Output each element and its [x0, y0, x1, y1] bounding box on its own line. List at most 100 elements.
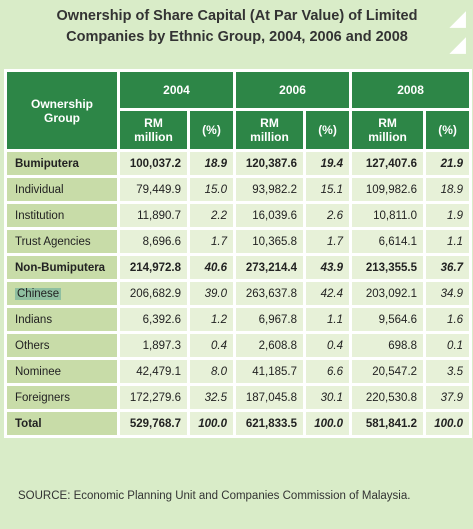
percent-value: 2.6	[303, 201, 353, 230]
percent-value: 18.9	[423, 175, 473, 204]
percent-value: 1.2	[186, 305, 237, 334]
corner-decoration: ◢ ◢	[450, 8, 466, 56]
highlighted-text: Chinese	[15, 287, 62, 300]
source-note: SOURCE: Economic Planning Unit and Compa…	[18, 490, 411, 502]
percent-value: 0.4	[186, 331, 237, 360]
rm-value: 206,682.9	[117, 279, 190, 308]
rm-value: 9,564.6	[349, 305, 427, 334]
rm-value: 6,967.8	[233, 305, 307, 334]
rm-value: 2,608.8	[233, 331, 307, 360]
percent-value: 19.4	[303, 149, 353, 178]
row-label: Bumiputera	[4, 149, 120, 178]
header-rm-million: RM million	[349, 108, 427, 152]
table-row: Bumiputera 100,037.2 18.9 120,387.6 19.4…	[4, 149, 473, 178]
rm-value: 79,449.9	[117, 175, 190, 204]
rm-value: 214,972.8	[117, 253, 190, 282]
percent-value: 15.0	[186, 175, 237, 204]
rm-value: 6,392.6	[117, 305, 190, 334]
ownership-table: Ownership Group 2004 2006 2008 RM millio…	[4, 69, 473, 438]
rm-value: 109,982.6	[349, 175, 427, 204]
title-line-2: Companies by Ethnic Group, 2004, 2006 an…	[66, 29, 408, 45]
rm-value: 41,185.7	[233, 357, 307, 386]
percent-value: 37.9	[423, 383, 473, 412]
percent-value: 3.5	[423, 357, 473, 386]
percent-value: 1.1	[303, 305, 353, 334]
row-label: Chinese	[4, 279, 120, 308]
rm-value: 273,214.4	[233, 253, 307, 282]
percent-value: 34.9	[423, 279, 473, 308]
table-row: Nominee 42,479.1 8.0 41,185.7 6.6 20,547…	[4, 357, 473, 386]
rm-value: 213,355.5	[349, 253, 427, 282]
row-label: Individual	[4, 175, 120, 204]
rm-value: 100,037.2	[117, 149, 190, 178]
percent-value: 39.0	[186, 279, 237, 308]
rm-value: 42,479.1	[117, 357, 190, 386]
table-row: Institution 11,890.7 2.2 16,039.6 2.6 10…	[4, 201, 473, 230]
rm-value: 263,637.8	[233, 279, 307, 308]
rm-value: 10,365.8	[233, 227, 307, 256]
header-percent: (%)	[303, 108, 353, 152]
percent-value: 43.9	[303, 253, 353, 282]
percent-value: 2.2	[186, 201, 237, 230]
header-percent: (%)	[186, 108, 237, 152]
rm-value: 127,407.6	[349, 149, 427, 178]
percent-value: 40.6	[186, 253, 237, 282]
row-label: Indians	[4, 305, 120, 334]
row-label: Others	[4, 331, 120, 360]
percent-value: 6.6	[303, 357, 353, 386]
rm-value: 698.8	[349, 331, 427, 360]
rm-value: 1,897.3	[117, 331, 190, 360]
header-percent: (%)	[423, 108, 473, 152]
rm-value: 8,696.6	[117, 227, 190, 256]
header-rm-million: RM million	[233, 108, 307, 152]
rm-value: 172,279.6	[117, 383, 190, 412]
percent-value: 36.7	[423, 253, 473, 282]
percent-value: 15.1	[303, 175, 353, 204]
rm-value: 203,092.1	[349, 279, 427, 308]
table-row: Indians 6,392.6 1.2 6,967.8 1.1 9,564.6 …	[4, 305, 473, 334]
row-label: Trust Agencies	[4, 227, 120, 256]
rm-value: 10,811.0	[349, 201, 427, 230]
percent-value: 21.9	[423, 149, 473, 178]
percent-value: 42.4	[303, 279, 353, 308]
percent-value: 100.0	[186, 409, 237, 438]
row-label: Total	[4, 409, 120, 438]
percent-value: 1.7	[186, 227, 237, 256]
header-year-2006: 2006	[233, 69, 353, 111]
table-row: Chinese 206,682.9 39.0 263,637.8 42.4 20…	[4, 279, 473, 308]
row-label: Non-Bumiputera	[4, 253, 120, 282]
percent-value: 8.0	[186, 357, 237, 386]
table-row: Trust Agencies 8,696.6 1.7 10,365.8 1.7 …	[4, 227, 473, 256]
percent-value: 1.7	[303, 227, 353, 256]
rm-value: 529,768.7	[117, 409, 190, 438]
percent-value: 30.1	[303, 383, 353, 412]
table-row: Non-Bumiputera 214,972.8 40.6 273,214.4 …	[4, 253, 473, 282]
title-line-1: Ownership of Share Capital (At Par Value…	[56, 8, 418, 24]
header-year-2004: 2004	[116, 69, 237, 111]
rm-value: 11,890.7	[117, 201, 190, 230]
rm-value: 187,045.8	[233, 383, 307, 412]
rm-value: 6,614.1	[349, 227, 427, 256]
row-label: Foreigners	[4, 383, 120, 412]
percent-value: 100.0	[423, 409, 473, 438]
table-row-total: Total 529,768.7 100.0 621,833.5 100.0 58…	[4, 409, 473, 438]
header-rm-million: RM million	[117, 108, 190, 152]
percent-value: 18.9	[186, 149, 237, 178]
percent-value: 0.1	[423, 331, 473, 360]
table-row: Foreigners 172,279.6 32.5 187,045.8 30.1…	[4, 383, 473, 412]
rm-value: 93,982.2	[233, 175, 307, 204]
percent-value: 32.5	[186, 383, 237, 412]
rm-value: 581,841.2	[349, 409, 427, 438]
percent-value: 100.0	[303, 409, 353, 438]
header-ownership-group: Ownership Group	[4, 69, 120, 152]
percent-value: 1.1	[423, 227, 473, 256]
percent-value: 0.4	[303, 331, 353, 360]
rm-value: 16,039.6	[233, 201, 307, 230]
rm-value: 120,387.6	[233, 149, 307, 178]
percent-value: 1.9	[423, 201, 473, 230]
percent-value: 1.6	[423, 305, 473, 334]
row-label: Institution	[4, 201, 120, 230]
rm-value: 20,547.2	[349, 357, 427, 386]
header-year-2008: 2008	[349, 69, 473, 111]
row-label: Nominee	[4, 357, 120, 386]
